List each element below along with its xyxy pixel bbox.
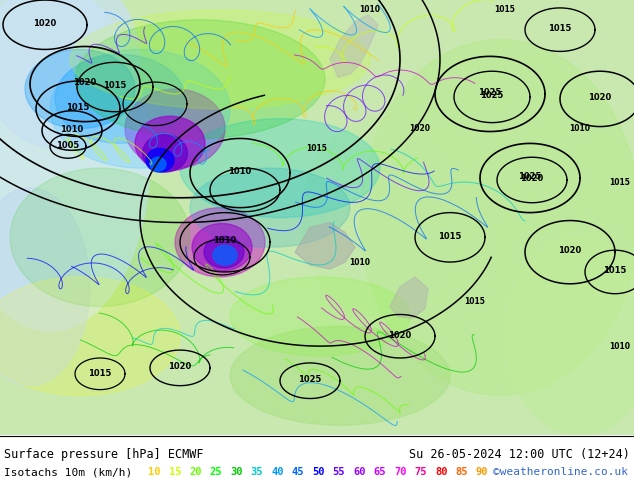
Text: 1025: 1025 xyxy=(519,172,541,181)
Text: 1010: 1010 xyxy=(609,342,630,351)
Ellipse shape xyxy=(192,223,252,271)
Text: ©weatheronline.co.uk: ©weatheronline.co.uk xyxy=(493,467,628,477)
Ellipse shape xyxy=(0,188,90,386)
Ellipse shape xyxy=(0,0,140,148)
Ellipse shape xyxy=(230,277,410,356)
Text: 1015: 1015 xyxy=(609,178,630,188)
Text: 60: 60 xyxy=(353,467,365,477)
Text: 1020: 1020 xyxy=(169,363,191,371)
Text: 1010: 1010 xyxy=(228,167,252,176)
Text: 1020: 1020 xyxy=(559,246,581,255)
Text: 1020: 1020 xyxy=(521,174,543,183)
Ellipse shape xyxy=(10,168,190,307)
Ellipse shape xyxy=(135,116,205,171)
Ellipse shape xyxy=(0,0,150,331)
Ellipse shape xyxy=(230,326,450,425)
Text: 35: 35 xyxy=(250,467,263,477)
Text: 1025: 1025 xyxy=(478,88,501,97)
Text: 45: 45 xyxy=(292,467,304,477)
Text: 1015: 1015 xyxy=(67,103,89,112)
Ellipse shape xyxy=(505,237,634,435)
Text: 1020: 1020 xyxy=(34,19,56,28)
Text: 1015: 1015 xyxy=(88,368,112,377)
Text: Su 26-05-2024 12:00 UTC (12+24): Su 26-05-2024 12:00 UTC (12+24) xyxy=(409,448,630,461)
Text: 1020: 1020 xyxy=(588,93,612,102)
Text: 90: 90 xyxy=(476,467,489,477)
Ellipse shape xyxy=(360,40,634,395)
Ellipse shape xyxy=(146,148,174,172)
Text: 55: 55 xyxy=(332,467,345,477)
Text: 1020: 1020 xyxy=(410,124,430,133)
Ellipse shape xyxy=(70,10,370,109)
Text: 65: 65 xyxy=(373,467,386,477)
Text: 75: 75 xyxy=(415,467,427,477)
Text: 1010: 1010 xyxy=(60,125,84,134)
Polygon shape xyxy=(390,277,428,318)
Text: 1025: 1025 xyxy=(481,91,503,100)
Polygon shape xyxy=(295,222,355,269)
Text: 1010: 1010 xyxy=(569,124,590,133)
Text: Surface pressure [hPa] ECMWF: Surface pressure [hPa] ECMWF xyxy=(4,448,204,461)
Text: 1015: 1015 xyxy=(307,144,327,153)
Ellipse shape xyxy=(55,54,185,144)
Text: 1010: 1010 xyxy=(349,258,370,267)
Text: 1020: 1020 xyxy=(74,78,96,87)
Text: 40: 40 xyxy=(271,467,283,477)
Ellipse shape xyxy=(75,20,325,139)
Ellipse shape xyxy=(190,168,350,247)
Text: 80: 80 xyxy=(435,467,448,477)
Text: 30: 30 xyxy=(230,467,242,477)
Ellipse shape xyxy=(180,119,380,218)
Text: 1015: 1015 xyxy=(465,297,486,306)
Text: 1015: 1015 xyxy=(103,81,127,90)
Ellipse shape xyxy=(25,49,135,128)
Text: 10: 10 xyxy=(148,467,160,477)
Text: 70: 70 xyxy=(394,467,406,477)
Text: 20: 20 xyxy=(189,467,202,477)
Text: 25: 25 xyxy=(209,467,222,477)
Text: Isotachs 10m (km/h): Isotachs 10m (km/h) xyxy=(4,467,133,477)
Ellipse shape xyxy=(0,277,180,395)
Ellipse shape xyxy=(175,208,265,277)
Text: 1015: 1015 xyxy=(604,267,626,275)
Text: 1015: 1015 xyxy=(438,232,462,241)
Text: 15: 15 xyxy=(169,467,181,477)
Text: 1010: 1010 xyxy=(214,236,236,245)
Text: 1015: 1015 xyxy=(548,24,572,33)
Polygon shape xyxy=(330,15,378,77)
Ellipse shape xyxy=(204,236,244,268)
Text: 1015: 1015 xyxy=(495,5,515,14)
Ellipse shape xyxy=(50,49,230,168)
Text: 1025: 1025 xyxy=(299,375,321,384)
Text: 1010: 1010 xyxy=(359,5,380,14)
Ellipse shape xyxy=(150,157,166,171)
Text: 1005: 1005 xyxy=(56,141,80,150)
Ellipse shape xyxy=(300,119,460,317)
Text: 1020: 1020 xyxy=(389,331,411,340)
Text: 85: 85 xyxy=(455,467,468,477)
Ellipse shape xyxy=(143,134,188,172)
Ellipse shape xyxy=(213,245,237,265)
Ellipse shape xyxy=(125,89,225,168)
Text: 50: 50 xyxy=(312,467,325,477)
